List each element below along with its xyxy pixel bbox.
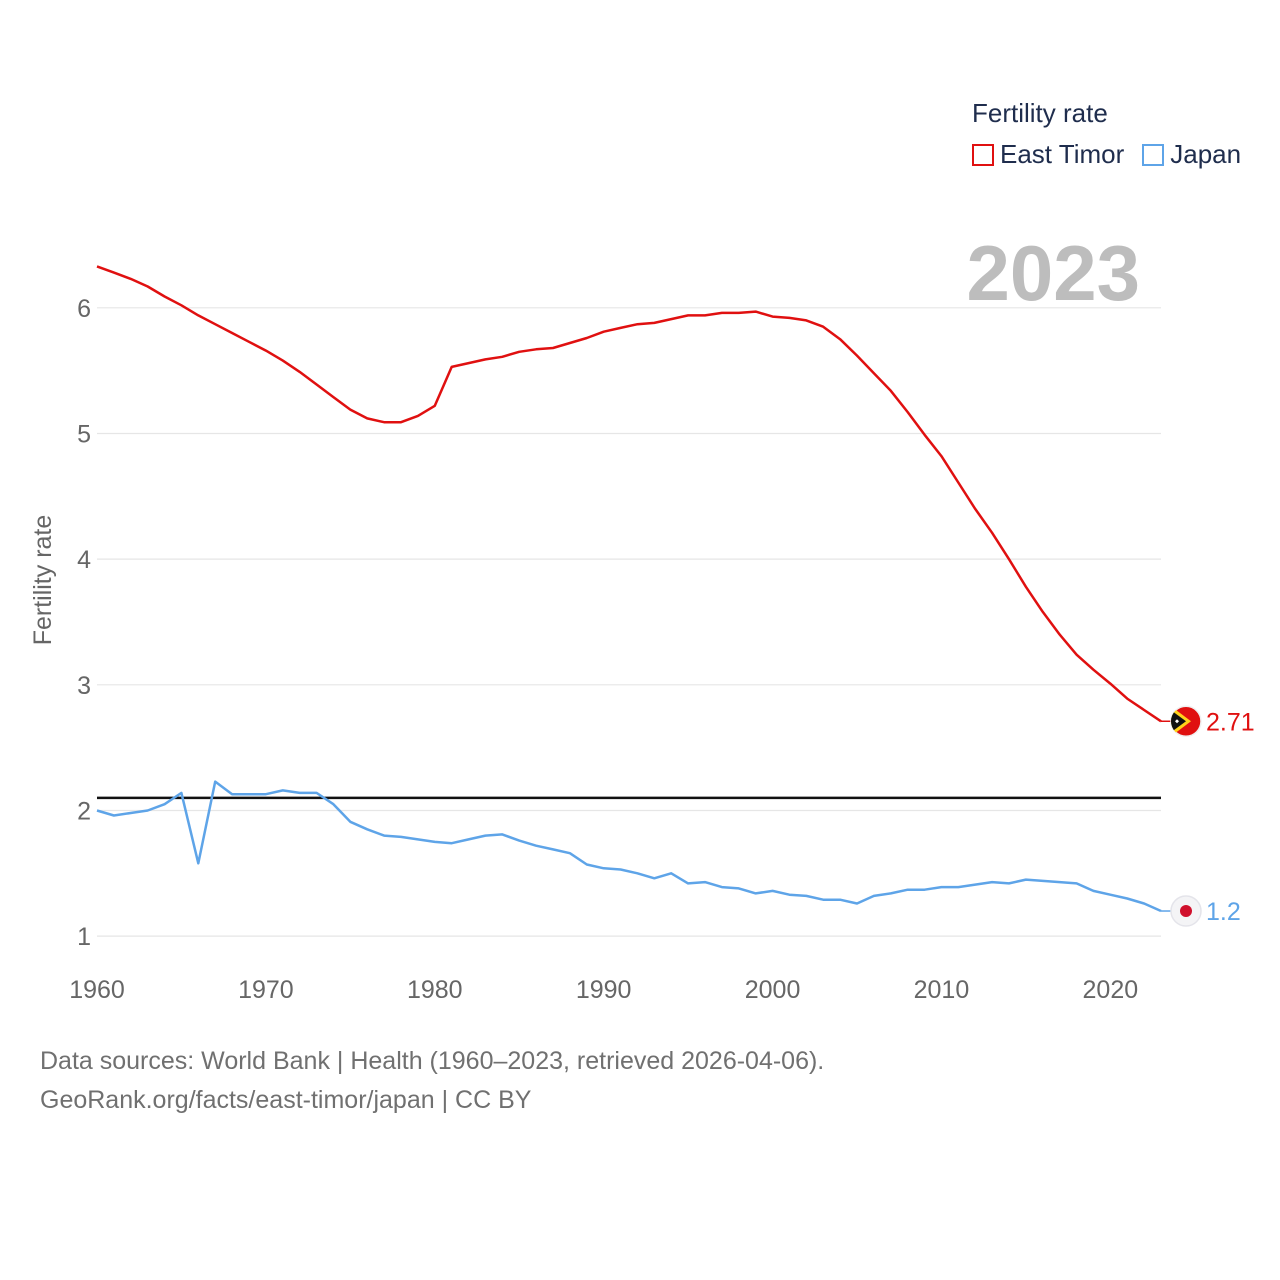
legend-label-east-timor: East Timor: [1000, 139, 1125, 169]
x-tick-label: 1970: [238, 976, 294, 1004]
data-sources-text: Data sources: World Bank | Health (1960–…: [40, 1047, 825, 1075]
east-timor-flag-marker: [1170, 705, 1202, 738]
footer: Data sources: World Bank | Health (1960–…: [40, 1042, 824, 1120]
east-timor-end-value: 2.71: [1206, 708, 1255, 736]
series-line-east-timor: [96, 265, 1162, 723]
x-tick-label: 1960: [69, 976, 125, 1004]
legend-item-east-timor[interactable]: East Timor: [972, 139, 1124, 170]
legend-swatch-japan: [1142, 143, 1165, 166]
x-axis-ticks: 1960 1970 1980 1990 2000 2010 2020: [69, 976, 1138, 1004]
japan-end-value: 1.2: [1206, 898, 1241, 926]
x-tick-label: 1980: [407, 976, 463, 1004]
series-lines: [96, 265, 1172, 913]
gridlines: [97, 307, 1161, 937]
y-tick-label: 3: [77, 672, 91, 700]
y-tick-label: 2: [77, 797, 91, 825]
series-line-japan: [96, 780, 1162, 913]
legend: Fertility rate East Timor Japan: [972, 98, 1241, 170]
legend-swatch-east-timor: [972, 143, 994, 166]
y-axis-ticks: 1 2 3 4 5 6: [77, 295, 91, 951]
legend-item-japan[interactable]: Japan: [1142, 139, 1241, 170]
y-tick-label: 5: [77, 420, 91, 448]
x-tick-label: 2000: [745, 976, 801, 1004]
y-tick-label: 4: [77, 546, 91, 574]
y-tick-label: 1: [77, 923, 91, 951]
legend-label-japan: Japan: [1170, 139, 1242, 169]
attribution-text: GeoRank.org/facts/east-timor/japan | CC …: [40, 1086, 532, 1114]
y-tick-label: 6: [77, 295, 91, 323]
x-tick-label: 2020: [1083, 976, 1139, 1004]
y-axis-label: Fertility rate: [29, 515, 57, 646]
japan-flag-marker: [1170, 895, 1202, 927]
current-year-label: 2023: [966, 229, 1140, 317]
legend-title: Fertility rate: [972, 98, 1108, 128]
end-markers: 2.71 1.2: [1170, 705, 1255, 927]
x-tick-label: 1990: [576, 976, 632, 1004]
x-tick-label: 2010: [914, 976, 970, 1004]
